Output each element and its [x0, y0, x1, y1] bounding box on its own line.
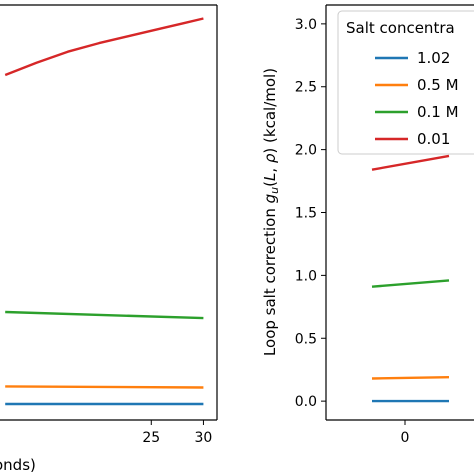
left-series-line-2: [5, 385, 204, 389]
right-y-tick-label-4: 2.0: [295, 143, 317, 159]
legend-label-2: 0.1 M: [417, 103, 459, 121]
right-series-line-2: [371, 376, 450, 380]
right-y-tick-label-1: 0.5: [295, 331, 317, 347]
left-x-tick-label-1: 30: [195, 430, 213, 446]
right-x-tick-label-0: 0: [401, 430, 410, 446]
right-y-tick-label-0: 0.0: [295, 394, 317, 410]
left-panel: 25 30 onds): [0, 4, 218, 474]
legend-title: Salt concentra: [346, 19, 455, 37]
left-series-line-0: [4, 17, 204, 77]
right-y-axis-label: Loop salt correction gu(L, ρ) (kcal/mol): [261, 68, 281, 356]
legend-frame: [337, 10, 474, 155]
left-x-tick-label-0: 25: [142, 430, 160, 446]
left-series-line-1: [5, 310, 204, 320]
legend-label-3: 0.01: [417, 130, 450, 148]
legend-label-0: 1.02: [417, 49, 450, 67]
right-y-tick-label-5: 2.5: [295, 80, 317, 96]
right-panel: 0.0 0.5 1.0 1.5 2.0 2.5 3.0 0 Loop salt correc…: [261, 4, 474, 446]
right-series-line-0: [371, 154, 450, 171]
right-y-tick-label-6: 3.0: [295, 17, 317, 33]
legend-label-1: 0.5 M: [417, 76, 459, 94]
right-series-line-1: [371, 279, 450, 288]
right-y-tick-label-3: 1.5: [295, 206, 317, 222]
legend: Salt concentra 1.02 0.5 M 0.1 M 0.01: [337, 10, 474, 155]
right-y-tick-label-2: 1.0: [295, 268, 317, 284]
left-x-axis-label: onds): [0, 456, 36, 474]
